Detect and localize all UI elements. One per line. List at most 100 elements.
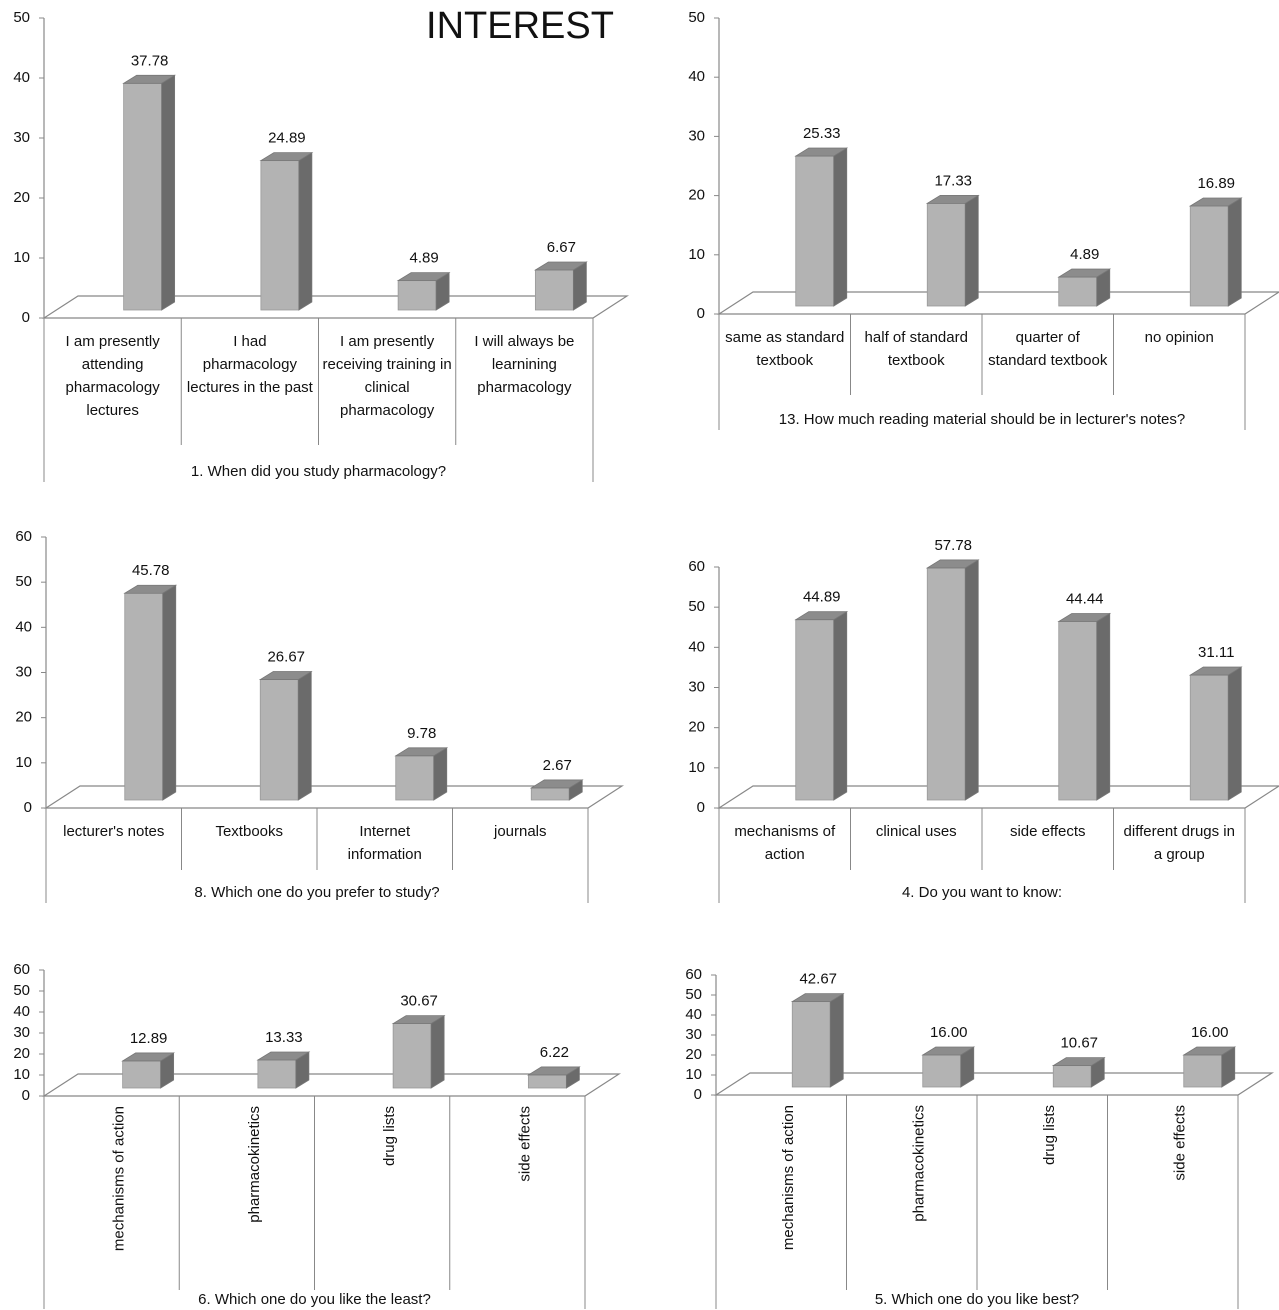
floor <box>716 785 1279 809</box>
bar-top <box>529 779 584 789</box>
y-tick-label: 30 <box>685 1026 702 1043</box>
bar-top <box>1057 268 1112 278</box>
value-label: 44.44 <box>1066 590 1104 607</box>
bar-side <box>430 1014 445 1089</box>
x-tick-label-box: half of standard textbook <box>864 329 968 369</box>
x-tick-label: journals <box>493 823 547 840</box>
value-label: 12.89 <box>130 1030 168 1047</box>
bar-top <box>1188 197 1243 207</box>
x-tick-label: side effects <box>1172 1105 1189 1181</box>
bar <box>260 160 300 311</box>
y-tick-label: 30 <box>688 127 705 144</box>
bar <box>124 592 164 801</box>
value-label: 30.67 <box>400 993 438 1010</box>
x-tick-label: same as standard textbook <box>725 329 845 369</box>
value-label: 13.33 <box>265 1029 303 1046</box>
bar <box>397 280 437 311</box>
y-tick-label: 0 <box>24 799 32 816</box>
y-tick-label: 50 <box>688 9 705 26</box>
bar-top <box>533 261 588 271</box>
bar-top <box>526 1066 581 1076</box>
bar <box>1189 205 1229 307</box>
value-label: 6.22 <box>540 1044 569 1061</box>
x-tick-label: quarter of standard textbook <box>988 329 1108 369</box>
x-tick-label: mechanisms of action <box>111 1106 128 1251</box>
bar-top <box>921 1046 976 1056</box>
bar <box>123 82 163 311</box>
bar <box>527 1074 567 1089</box>
bar-side <box>1227 666 1242 801</box>
bar-top <box>258 671 313 680</box>
bar-top <box>925 559 980 569</box>
bar <box>1058 621 1098 801</box>
x-tick-label: I am presently attending pharmacology le… <box>65 333 160 419</box>
bar-side <box>433 747 448 801</box>
y-tick-label: 10 <box>15 754 32 771</box>
value-label: 10.67 <box>1060 1035 1098 1052</box>
y-tick-label: 60 <box>688 558 705 575</box>
value-label: 24.89 <box>268 130 306 147</box>
x-axis-title: 13. How much reading material should be … <box>779 411 1185 428</box>
floor <box>713 1072 1275 1096</box>
y-tick-label: 60 <box>13 961 30 978</box>
x-tick-label: lecturer's notes <box>63 823 165 840</box>
x-tick-label: drug lists <box>381 1106 398 1166</box>
floor <box>41 295 630 319</box>
bar-side <box>1227 197 1242 307</box>
value-label: 4.89 <box>1070 246 1099 263</box>
y-tick-label: 20 <box>685 1046 702 1063</box>
value-label: 37.78 <box>131 52 169 69</box>
y-tick-label: 50 <box>13 982 30 999</box>
bar <box>534 269 574 311</box>
figure-title: INTEREST <box>426 5 614 47</box>
bar-side <box>829 992 844 1088</box>
bar-top <box>396 272 451 282</box>
bar-top <box>794 611 849 621</box>
y-tick-label: 0 <box>697 799 705 816</box>
x-tick-label-box: Textbooks <box>215 823 284 840</box>
bar-top <box>1182 1046 1237 1056</box>
x-tick-label: side effects <box>516 1106 533 1182</box>
y-tick-label: 20 <box>13 1045 30 1062</box>
x-tick-label-box: different drugs in a group <box>1123 823 1235 863</box>
y-tick-label: 30 <box>15 663 32 680</box>
x-tick-label: half of standard textbook <box>864 329 968 369</box>
bar <box>926 203 966 307</box>
x-tick-label-box: side effects <box>1010 823 1086 840</box>
y-tick-label: 40 <box>13 1003 30 1020</box>
x-tick-label: I will always be learnining pharmacology <box>474 333 575 396</box>
y-tick-label: 50 <box>13 9 30 26</box>
y-tick-label: 40 <box>685 1006 702 1023</box>
bar <box>395 755 435 801</box>
x-tick-label-box: clinical uses <box>875 823 957 840</box>
y-tick-label: 40 <box>13 69 30 86</box>
bar <box>257 1059 297 1089</box>
x-tick-label: Textbooks <box>215 823 284 840</box>
y-tick-label: 40 <box>15 618 32 635</box>
bar-top <box>122 74 177 84</box>
y-tick-label: 20 <box>688 187 705 204</box>
floor <box>716 291 1279 315</box>
y-tick-label: 0 <box>22 309 30 326</box>
x-tick-label-box: mechanisms of action <box>734 823 835 863</box>
x-tick-label-box: I had pharmacology lectures in the past <box>187 333 313 396</box>
bar-top <box>1057 613 1112 622</box>
value-label: 31.11 <box>1198 644 1234 661</box>
bar-side <box>162 584 177 801</box>
x-tick-label: I am presently receiving training in cli… <box>322 333 452 419</box>
bar <box>122 1060 162 1089</box>
y-tick-label: 10 <box>688 759 705 776</box>
x-tick-label-box: journals <box>493 823 547 840</box>
bar-top <box>794 147 849 157</box>
y-tick-label: 0 <box>694 1086 702 1103</box>
y-tick-label: 30 <box>13 129 30 146</box>
y-tick-label: 40 <box>688 638 705 655</box>
value-label: 42.67 <box>799 971 837 988</box>
bar-side <box>1096 612 1111 801</box>
x-tick-label: different drugs in a group <box>1123 823 1235 863</box>
x-axis-title: 8. Which one do you prefer to study? <box>194 884 439 901</box>
x-tick-label: clinical uses <box>875 823 957 840</box>
y-tick-label: 10 <box>688 246 705 263</box>
x-tick-label-box: Internet information <box>348 823 422 863</box>
